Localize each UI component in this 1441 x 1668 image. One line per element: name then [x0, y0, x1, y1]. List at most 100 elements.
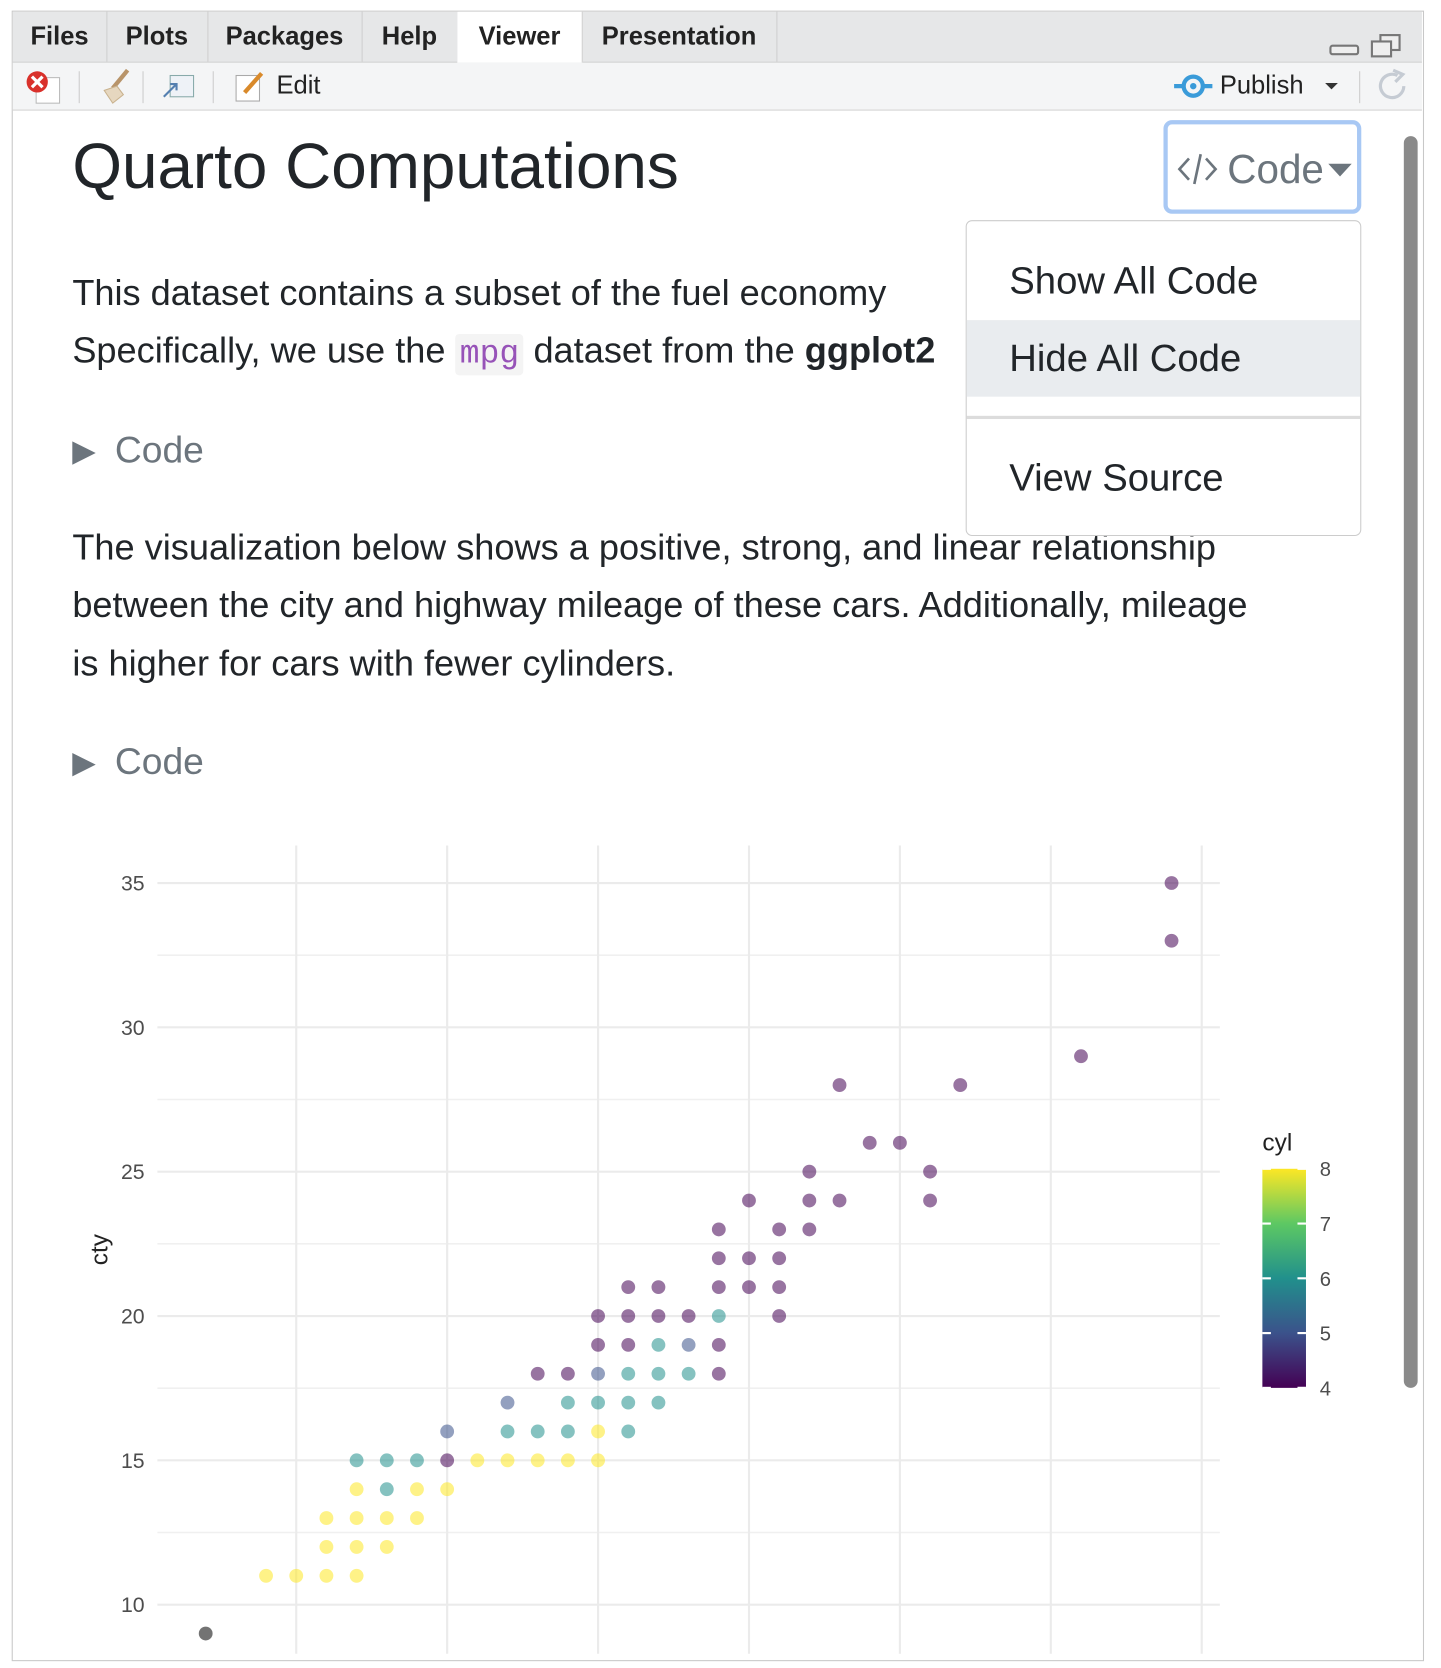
tab-bar: Files Plots Packages Help Viewer Present… — [12, 11, 1422, 63]
point — [802, 1164, 817, 1179]
code-tools-button[interactable]: Code — [1163, 120, 1362, 214]
point — [500, 1453, 515, 1468]
point — [379, 1511, 394, 1525]
tab[interactable]: Help — [362, 11, 459, 62]
paragraph-line: between the city and highway mileage of … — [72, 584, 1248, 626]
divider — [966, 415, 1361, 420]
publish-button[interactable]: Publish — [1219, 71, 1304, 100]
point — [591, 1395, 605, 1410]
colorbar-label: 8 — [1320, 1159, 1331, 1181]
point — [379, 1453, 394, 1468]
code-icon — [1177, 153, 1218, 185]
publish-icon[interactable] — [1172, 69, 1215, 103]
point — [591, 1424, 605, 1439]
point — [772, 1251, 787, 1266]
dropdown-item[interactable]: Show All Code — [1009, 258, 1259, 303]
point — [198, 1626, 213, 1641]
point — [711, 1251, 726, 1266]
point — [591, 1309, 605, 1323]
scrollbar[interactable] — [1403, 136, 1418, 1388]
point — [742, 1251, 756, 1266]
point — [621, 1424, 636, 1439]
publish-menu-arrow[interactable] — [1323, 80, 1340, 93]
legend-title: cyl — [1262, 1130, 1292, 1157]
inline-code: mpg — [455, 333, 524, 376]
point — [591, 1366, 605, 1381]
clear-icon[interactable] — [98, 67, 136, 105]
y-tick-label: 10 — [121, 1593, 145, 1617]
point — [259, 1568, 273, 1583]
fold-arrow[interactable] — [70, 751, 98, 779]
edit-button[interactable]: Edit — [276, 71, 321, 100]
text: dataset from the — [523, 330, 805, 372]
point — [772, 1309, 787, 1323]
edit-icon[interactable] — [232, 69, 268, 105]
point — [440, 1424, 455, 1439]
point — [1164, 876, 1179, 890]
point — [289, 1568, 304, 1583]
point — [530, 1453, 545, 1468]
tab[interactable]: Presentation — [582, 11, 778, 62]
point — [621, 1309, 636, 1323]
colorbar-label: 6 — [1320, 1269, 1331, 1291]
point — [410, 1453, 424, 1468]
point — [621, 1395, 636, 1410]
tab[interactable]: Packages — [207, 11, 363, 62]
export-icon[interactable] — [160, 69, 198, 103]
point — [349, 1453, 364, 1468]
point — [802, 1222, 817, 1237]
point — [742, 1193, 756, 1208]
point — [379, 1540, 394, 1554]
point — [379, 1482, 394, 1497]
point — [651, 1395, 666, 1410]
paragraph-line: Specifically, we use the mpg dataset fro… — [72, 330, 935, 376]
colorbar-label: 4 — [1320, 1378, 1331, 1400]
point — [681, 1366, 696, 1381]
point — [319, 1568, 334, 1583]
point — [832, 1078, 847, 1092]
y-tick-label: 35 — [121, 871, 145, 895]
window-controls[interactable] — [1327, 33, 1401, 59]
fold-arrow[interactable] — [70, 439, 98, 467]
y-tick-label: 30 — [121, 1016, 145, 1040]
tab[interactable]: Plots — [106, 11, 209, 62]
caret — [1328, 163, 1352, 177]
point — [440, 1453, 455, 1468]
point — [621, 1337, 636, 1352]
tab[interactable]: Viewer — [457, 11, 583, 63]
point — [1074, 1049, 1088, 1064]
point — [772, 1280, 787, 1295]
point — [742, 1280, 756, 1295]
paragraph-line: is higher for cars with fewer cylinders. — [72, 643, 676, 684]
point — [560, 1453, 575, 1468]
colorbar-label: 7 — [1320, 1214, 1331, 1236]
code-fold[interactable]: Code — [114, 429, 204, 472]
code-fold[interactable]: Code — [114, 741, 204, 783]
text: Specifically, we use the — [72, 330, 456, 372]
point — [410, 1511, 424, 1525]
point — [591, 1337, 605, 1352]
point — [621, 1280, 636, 1295]
point — [832, 1193, 847, 1208]
stop-icon[interactable] — [26, 69, 62, 105]
point — [560, 1366, 575, 1381]
point — [440, 1482, 455, 1497]
point — [711, 1222, 726, 1237]
point — [711, 1309, 726, 1323]
point — [530, 1366, 545, 1381]
dropdown-item[interactable]: Hide All Code — [966, 320, 1361, 397]
tab[interactable]: Files — [13, 11, 108, 62]
point — [410, 1482, 424, 1497]
point — [560, 1395, 575, 1410]
point — [651, 1309, 666, 1323]
y-axis-title: cty — [86, 1233, 113, 1265]
point — [651, 1366, 666, 1381]
point — [651, 1280, 666, 1295]
point — [349, 1568, 364, 1583]
refresh-icon[interactable] — [1374, 67, 1412, 105]
dropdown-item[interactable]: View Source — [1009, 455, 1224, 499]
point — [772, 1222, 787, 1237]
point — [862, 1135, 877, 1150]
